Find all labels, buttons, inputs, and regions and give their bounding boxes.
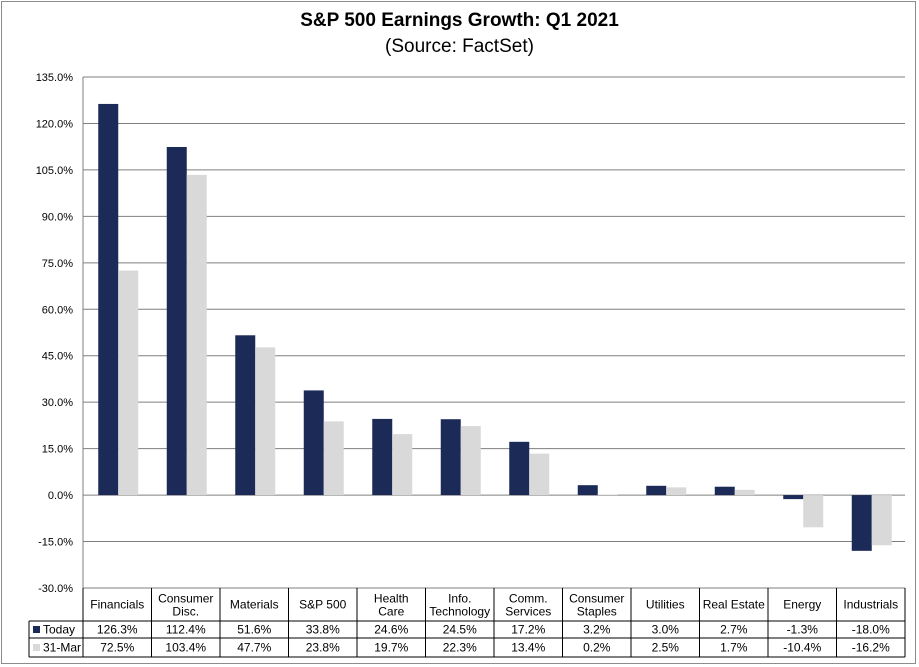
y-tick-label: 15.0% bbox=[42, 444, 73, 456]
bar-31-mar bbox=[186, 174, 207, 496]
x-tick-label: Consumer bbox=[158, 592, 213, 606]
data-label: -10.4% bbox=[783, 641, 821, 655]
y-tick-label: 105.0% bbox=[36, 165, 74, 177]
data-label: 22.3% bbox=[443, 641, 477, 655]
x-tick-label: Services bbox=[505, 605, 551, 619]
data-label: 17.2% bbox=[511, 623, 545, 637]
bar-31-mar bbox=[597, 494, 618, 496]
x-tick-label: Financials bbox=[90, 598, 144, 612]
data-label: 1.7% bbox=[720, 641, 748, 655]
x-tick-label: Energy bbox=[783, 598, 821, 612]
bar-today bbox=[166, 146, 187, 496]
data-label: 72.5% bbox=[100, 641, 134, 655]
data-label: 112.4% bbox=[166, 623, 206, 637]
data-label: -1.3% bbox=[787, 623, 819, 637]
bar-today bbox=[372, 418, 393, 496]
data-label: 13.4% bbox=[511, 641, 545, 655]
bar-31-mar bbox=[803, 495, 824, 528]
data-label: 24.5% bbox=[443, 623, 477, 637]
data-label: 3.2% bbox=[583, 623, 611, 637]
bar-today bbox=[509, 441, 530, 496]
bar-31-mar bbox=[118, 270, 139, 496]
y-tick-label: -30.0% bbox=[38, 583, 73, 595]
x-tick-label: Info. bbox=[448, 592, 471, 606]
bar-today bbox=[98, 103, 119, 496]
data-label: 126.3% bbox=[97, 623, 138, 637]
data-label: 3.0% bbox=[652, 623, 680, 637]
legend-label: 31-Mar bbox=[43, 641, 81, 655]
x-tick-label: Staples bbox=[577, 605, 617, 619]
y-tick-label: 45.0% bbox=[42, 351, 73, 363]
y-tick-label: 135.0% bbox=[36, 72, 74, 84]
bar-31-mar bbox=[666, 487, 687, 496]
x-tick-label: Technology bbox=[429, 605, 490, 619]
bar-31-mar bbox=[460, 426, 481, 496]
bar-31-mar bbox=[255, 347, 276, 496]
data-label: -18.0% bbox=[852, 623, 890, 637]
data-label: 2.5% bbox=[652, 641, 680, 655]
chart-title: S&P 500 Earnings Growth: Q1 2021 bbox=[300, 10, 619, 31]
data-label: 2.7% bbox=[720, 623, 748, 637]
bar-31-mar bbox=[323, 421, 344, 496]
bar-today bbox=[851, 495, 872, 551]
x-tick-label: S&P 500 bbox=[299, 598, 346, 612]
x-tick-label: Utilities bbox=[646, 598, 685, 612]
x-tick-label: Industrials bbox=[843, 598, 898, 612]
bar-today bbox=[440, 419, 461, 496]
bar-today bbox=[646, 485, 667, 496]
y-tick-label: 0.0% bbox=[48, 490, 73, 502]
legend-label: Today bbox=[43, 623, 75, 637]
bar-31-mar bbox=[734, 489, 755, 496]
bar-today bbox=[303, 390, 324, 496]
y-tick-label: 90.0% bbox=[42, 211, 73, 223]
y-tick-label: 75.0% bbox=[42, 258, 73, 270]
bar-today bbox=[783, 495, 804, 500]
legend-swatch bbox=[33, 626, 40, 633]
data-label: -16.2% bbox=[852, 641, 890, 655]
x-tick-label: Comm. bbox=[509, 592, 548, 606]
x-tick-label: Materials bbox=[230, 598, 279, 612]
data-label: 103.4% bbox=[165, 641, 206, 655]
data-label: 51.6% bbox=[237, 623, 271, 637]
x-tick-label: Consumer bbox=[569, 592, 624, 606]
x-tick-label: Health bbox=[374, 592, 409, 606]
data-label: 19.7% bbox=[374, 641, 408, 655]
x-tick-label: Disc. bbox=[172, 605, 199, 619]
bar-today bbox=[714, 486, 735, 496]
chart-subtitle: (Source: FactSet) bbox=[385, 36, 534, 57]
bar-today bbox=[235, 335, 256, 496]
bar-31-mar bbox=[871, 495, 892, 546]
data-label: 24.6% bbox=[374, 623, 408, 637]
x-tick-label: Care bbox=[378, 605, 404, 619]
data-label: 0.2% bbox=[583, 641, 611, 655]
bar-31-mar bbox=[529, 453, 550, 496]
y-tick-label: 120.0% bbox=[36, 118, 74, 130]
y-tick-label: -15.0% bbox=[38, 537, 73, 549]
y-tick-label: 30.0% bbox=[42, 397, 73, 409]
data-label: 47.7% bbox=[237, 641, 271, 655]
data-label: 23.8% bbox=[306, 641, 340, 655]
y-tick-label: 60.0% bbox=[42, 304, 73, 316]
x-tick-label: Real Estate bbox=[703, 598, 765, 612]
legend-swatch bbox=[33, 644, 40, 651]
bar-today bbox=[577, 485, 598, 496]
data-label: 33.8% bbox=[306, 623, 340, 637]
bar-31-mar bbox=[392, 434, 413, 496]
